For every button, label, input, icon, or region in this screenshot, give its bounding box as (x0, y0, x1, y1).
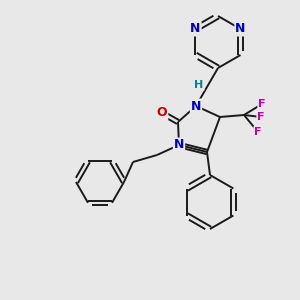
Text: N: N (174, 139, 184, 152)
Text: N: N (235, 22, 246, 35)
Text: F: F (258, 99, 266, 109)
Text: F: F (257, 112, 265, 122)
Text: N: N (190, 22, 201, 35)
Text: H: H (194, 80, 204, 90)
Text: F: F (254, 127, 262, 137)
Text: N: N (191, 100, 201, 112)
Text: O: O (157, 106, 167, 119)
